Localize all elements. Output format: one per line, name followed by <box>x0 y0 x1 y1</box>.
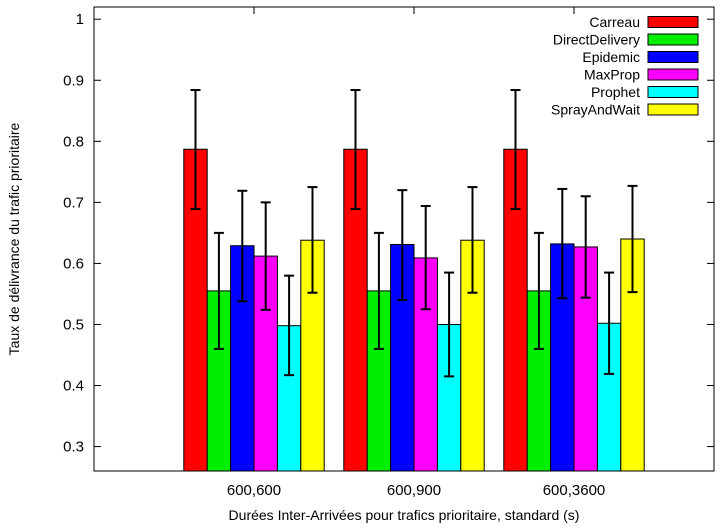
y-tick-label: 0.4 <box>63 378 84 395</box>
legend-label: DirectDelivery <box>553 32 640 48</box>
legend-swatch <box>647 86 699 98</box>
y-tick-label: 0.9 <box>63 72 84 89</box>
plot-frame <box>93 6 715 472</box>
x-tick-label: 600,600 <box>227 482 281 499</box>
legend-swatch <box>647 33 699 46</box>
legend-swatch <box>647 16 699 28</box>
legend-swatch <box>647 103 699 116</box>
y-tick-label: 0.5 <box>63 316 84 333</box>
y-axis-title: Taux de délivrance du trafic prioritaire <box>6 122 22 355</box>
bars-layer <box>183 148 645 472</box>
legend-label: SprayAndWait <box>551 102 640 118</box>
legend-swatch <box>647 68 699 81</box>
error-bars-layer <box>190 89 638 378</box>
x-tick-label: 600,3600 <box>543 482 606 499</box>
x-axis-title: Durées Inter-Arrivées pour trafics prior… <box>229 507 580 523</box>
y-tick-label: 0.6 <box>63 255 84 272</box>
y-axis: 0.3 0.4 0.5 0.6 0.7 0.8 0.9 1 <box>63 11 714 456</box>
x-axis: 600,600 600,900 600,3600 <box>227 7 605 499</box>
y-tick-label: 1 <box>76 11 84 28</box>
legend-label: MaxProp <box>584 67 640 83</box>
y-tick-label: 0.7 <box>63 194 84 211</box>
y-tick-label: 0.8 <box>63 133 84 150</box>
x-tick-label: 600,900 <box>387 482 441 499</box>
legend-label: Prophet <box>591 84 640 100</box>
legend-label: Carreau <box>589 14 640 30</box>
legend-swatch <box>647 51 699 63</box>
y-tick-label: 0.3 <box>63 439 84 456</box>
legend-label: Epidemic <box>582 49 640 65</box>
